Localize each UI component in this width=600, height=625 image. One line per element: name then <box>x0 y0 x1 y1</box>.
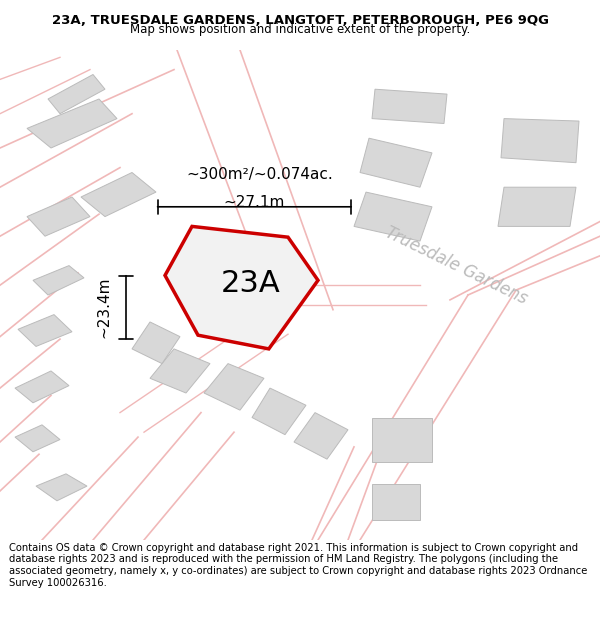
Polygon shape <box>501 119 579 162</box>
Polygon shape <box>294 412 348 459</box>
Polygon shape <box>498 188 576 226</box>
Polygon shape <box>132 322 180 364</box>
Polygon shape <box>204 364 264 410</box>
Polygon shape <box>372 418 432 462</box>
Polygon shape <box>252 388 306 434</box>
Polygon shape <box>36 474 87 501</box>
Polygon shape <box>372 484 420 521</box>
Polygon shape <box>81 173 156 217</box>
Text: Truesdale Gardens: Truesdale Gardens <box>382 223 530 308</box>
Text: ~23.4m: ~23.4m <box>96 276 111 338</box>
Polygon shape <box>15 371 69 402</box>
Text: Contains OS data © Crown copyright and database right 2021. This information is : Contains OS data © Crown copyright and d… <box>9 543 587 588</box>
Polygon shape <box>48 74 105 114</box>
Text: Map shows position and indicative extent of the property.: Map shows position and indicative extent… <box>130 23 470 36</box>
Polygon shape <box>18 314 72 346</box>
Polygon shape <box>360 138 432 188</box>
Polygon shape <box>150 349 210 393</box>
Polygon shape <box>372 89 447 124</box>
Polygon shape <box>354 192 432 241</box>
Polygon shape <box>15 425 60 452</box>
Polygon shape <box>33 266 84 295</box>
Text: ~27.1m: ~27.1m <box>224 194 285 209</box>
Text: 23A, TRUESDALE GARDENS, LANGTOFT, PETERBOROUGH, PE6 9QG: 23A, TRUESDALE GARDENS, LANGTOFT, PETERB… <box>52 14 548 27</box>
Text: ~300m²/~0.074ac.: ~300m²/~0.074ac. <box>186 168 333 182</box>
Polygon shape <box>27 99 117 148</box>
Text: 23A: 23A <box>220 269 280 298</box>
Polygon shape <box>165 226 318 349</box>
Polygon shape <box>27 197 90 236</box>
